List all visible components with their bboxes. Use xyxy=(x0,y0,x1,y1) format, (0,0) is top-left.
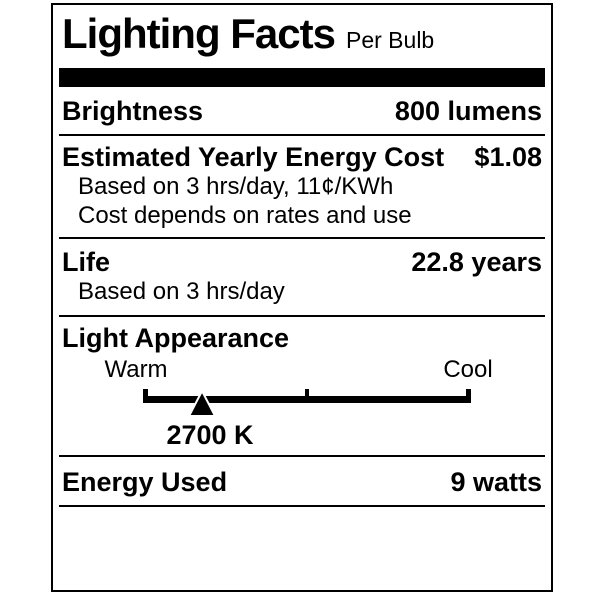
energy-used-row: Energy Used 9 watts xyxy=(59,457,545,507)
energy-cost-section: Estimated Yearly Energy Cost $1.08 Based… xyxy=(59,136,545,239)
color-temperature-scale xyxy=(143,388,471,417)
label-header: Lighting Facts Per Bulb xyxy=(59,5,545,58)
brightness-label: Brightness xyxy=(62,96,204,126)
energy-cost-note-basis: Based on 3 hrs/day, 11¢/KWh xyxy=(78,173,394,200)
life-row: Life 22.8 years xyxy=(62,247,542,277)
light-appearance-section: Light Appearance Warm Cool 2700 K xyxy=(59,317,545,457)
scale-cool-label: Cool xyxy=(443,356,493,383)
scale-warm-label: Warm xyxy=(104,356,168,383)
brightness-value: 800 lumens xyxy=(394,96,542,126)
brightness-row: Brightness 800 lumens xyxy=(59,87,545,136)
energy-used-value: 9 watts xyxy=(450,467,542,497)
header-divider-bar xyxy=(59,68,545,87)
color-temp-marker-icon xyxy=(187,388,217,417)
label-subtitle: Per Bulb xyxy=(346,27,435,53)
energy-cost-value: $1.08 xyxy=(474,142,542,172)
life-value: 22.8 years xyxy=(411,247,542,277)
scale-bar xyxy=(143,396,471,403)
life-note-basis: Based on 3 hrs/day xyxy=(78,278,285,305)
label-title: Lighting Facts xyxy=(62,10,336,57)
energy-cost-label: Estimated Yearly Energy Cost xyxy=(62,142,445,172)
energy-cost-note-disclaimer: Cost depends on rates and use xyxy=(78,202,412,229)
color-temp-line: 2700 K xyxy=(62,421,542,449)
energy-used-label: Energy Used xyxy=(62,467,228,497)
color-temp-value: 2700 K xyxy=(166,420,254,450)
lighting-facts-label: Lighting Facts Per Bulb Brightness 800 l… xyxy=(51,3,553,592)
life-label: Life xyxy=(62,247,111,277)
life-section: Life 22.8 years Based on 3 hrs/day xyxy=(59,239,545,317)
energy-cost-row: Estimated Yearly Energy Cost $1.08 xyxy=(62,142,542,172)
scale-endpoint-labels: Warm Cool xyxy=(62,357,542,383)
light-appearance-heading: Light Appearance xyxy=(62,323,290,353)
